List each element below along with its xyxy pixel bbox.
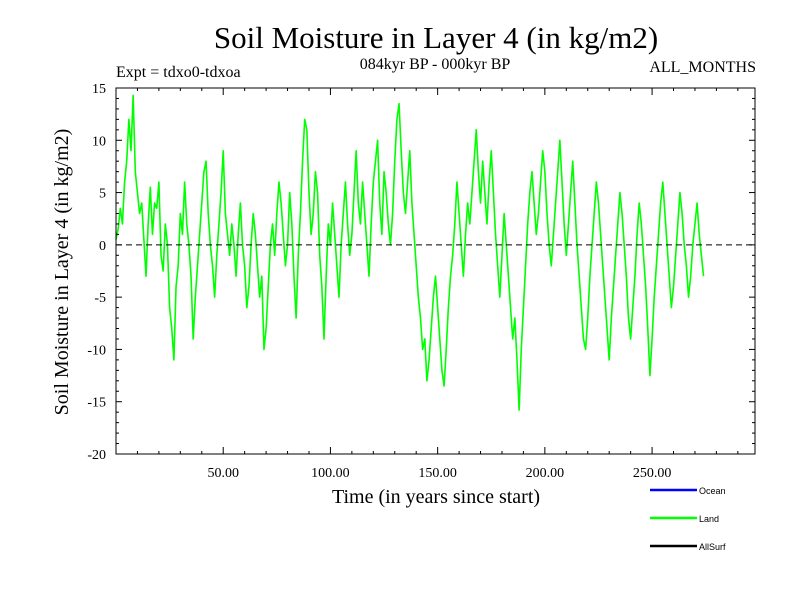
x-axis-ticks: 50.00 100.00 150.00 200.00 250.00 [136, 88, 739, 481]
y-tick-label: -10 [87, 343, 106, 358]
x-tick-label: 200.00 [526, 466, 565, 481]
period-label: 084kyr BP - 000kyr BP [360, 56, 511, 73]
plot-background [116, 88, 755, 454]
chart-title: Soil Moisture in Layer 4 (in kg/m2) [214, 20, 658, 55]
experiment-label: Expt = tdxo0-tdxoa [116, 64, 241, 81]
x-tick-label: 50.00 [207, 466, 239, 481]
y-tick-label: -15 [87, 396, 106, 411]
legend-label-land: Land [699, 514, 719, 524]
x-axis-label: Time (in years since start) [332, 486, 540, 508]
y-tick-label: 5 [99, 187, 106, 202]
y-tick-label: -20 [87, 448, 106, 463]
x-tick-label: 100.00 [311, 466, 350, 481]
series-line-land [115, 94, 705, 411]
legend-label-ocean: Ocean [699, 486, 726, 496]
y-axis-label: Soil Moisture in Layer 4 (in kg/m2) [51, 129, 73, 416]
plot-frame [115, 87, 756, 455]
y-tick-label: -5 [94, 291, 106, 306]
months-label: ALL_MONTHS [649, 59, 756, 76]
x-tick-label: 250.00 [633, 466, 672, 481]
legend: Ocean Land AllSurf [650, 486, 726, 552]
y-tick-label: 10 [92, 134, 106, 149]
x-tick-label: 150.00 [418, 466, 457, 481]
y-axis-ticks: -20 -15 -10 -5 0 5 10 15 [87, 82, 755, 463]
plot-area [115, 87, 756, 455]
y-tick-label: 15 [92, 82, 106, 97]
legend-label-allsurf: AllSurf [699, 542, 726, 552]
y-tick-label: 0 [99, 239, 106, 254]
